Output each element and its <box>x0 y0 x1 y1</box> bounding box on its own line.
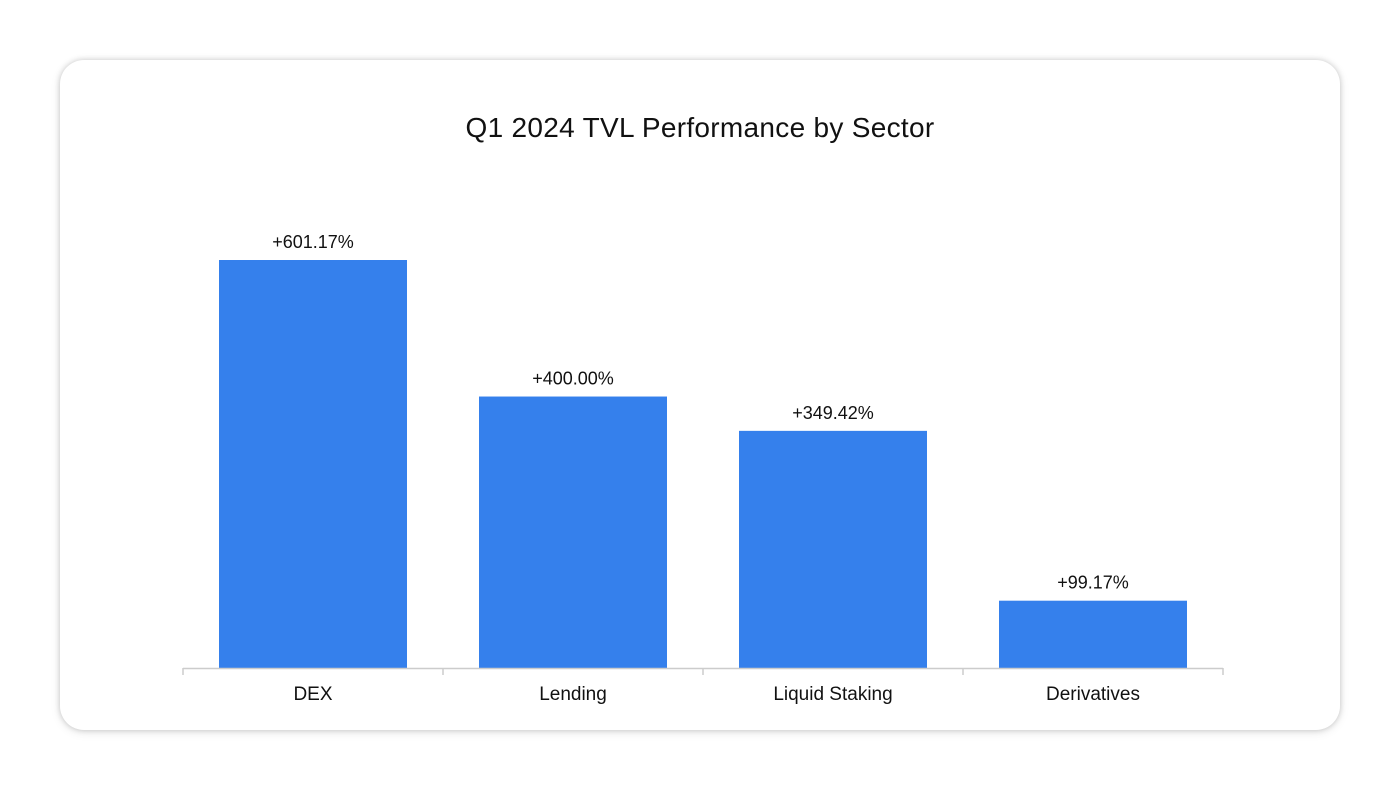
data-label: +99.17% <box>1057 573 1129 593</box>
bar-liquid-staking <box>739 430 927 668</box>
bar-lending <box>479 396 667 668</box>
chart-title: Q1 2024 TVL Performance by Sector <box>465 112 935 143</box>
x-tick-label: Derivatives <box>1046 684 1140 705</box>
x-tick-label: Lending <box>539 684 607 705</box>
x-tick-label: DEX <box>293 684 332 705</box>
data-label: +601.17% <box>272 232 354 252</box>
bar-derivatives <box>999 600 1187 668</box>
data-label: +349.42% <box>792 403 874 423</box>
x-tick-label: Liquid Staking <box>773 684 892 705</box>
data-label: +400.00% <box>532 369 614 389</box>
bar-dex <box>219 260 407 668</box>
